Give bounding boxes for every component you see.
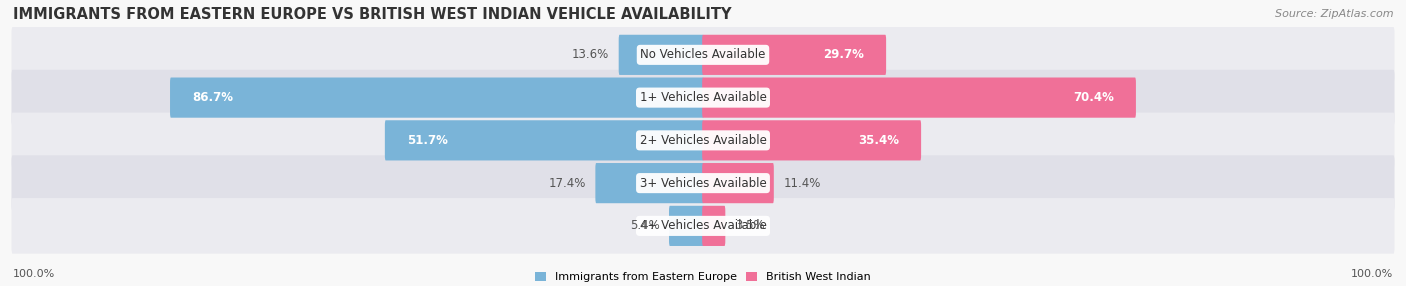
Text: 100.0%: 100.0% [13,269,55,279]
FancyBboxPatch shape [702,163,773,203]
FancyBboxPatch shape [11,155,1395,211]
Text: 5.4%: 5.4% [630,219,659,233]
FancyBboxPatch shape [619,35,704,75]
Text: 11.4%: 11.4% [783,177,821,190]
Text: Source: ZipAtlas.com: Source: ZipAtlas.com [1275,9,1393,19]
FancyBboxPatch shape [11,113,1395,168]
Text: 1+ Vehicles Available: 1+ Vehicles Available [640,91,766,104]
Text: 3+ Vehicles Available: 3+ Vehicles Available [640,177,766,190]
Legend: Immigrants from Eastern Europe, British West Indian: Immigrants from Eastern Europe, British … [536,272,870,282]
FancyBboxPatch shape [11,70,1395,125]
Text: 3.5%: 3.5% [735,219,765,233]
FancyBboxPatch shape [702,120,921,160]
Text: 4+ Vehicles Available: 4+ Vehicles Available [640,219,766,233]
FancyBboxPatch shape [702,78,1136,118]
Text: 29.7%: 29.7% [824,48,865,61]
Text: 86.7%: 86.7% [191,91,233,104]
FancyBboxPatch shape [385,120,704,160]
FancyBboxPatch shape [11,198,1395,254]
FancyBboxPatch shape [170,78,704,118]
FancyBboxPatch shape [702,206,725,246]
Text: No Vehicles Available: No Vehicles Available [640,48,766,61]
Text: 17.4%: 17.4% [548,177,586,190]
Text: 13.6%: 13.6% [572,48,609,61]
FancyBboxPatch shape [702,35,886,75]
FancyBboxPatch shape [11,27,1395,83]
FancyBboxPatch shape [595,163,704,203]
Text: IMMIGRANTS FROM EASTERN EUROPE VS BRITISH WEST INDIAN VEHICLE AVAILABILITY: IMMIGRANTS FROM EASTERN EUROPE VS BRITIS… [13,7,731,22]
Text: 51.7%: 51.7% [406,134,447,147]
Text: 70.4%: 70.4% [1073,91,1114,104]
Text: 35.4%: 35.4% [858,134,900,147]
FancyBboxPatch shape [669,206,704,246]
Text: 100.0%: 100.0% [1351,269,1393,279]
Text: 2+ Vehicles Available: 2+ Vehicles Available [640,134,766,147]
